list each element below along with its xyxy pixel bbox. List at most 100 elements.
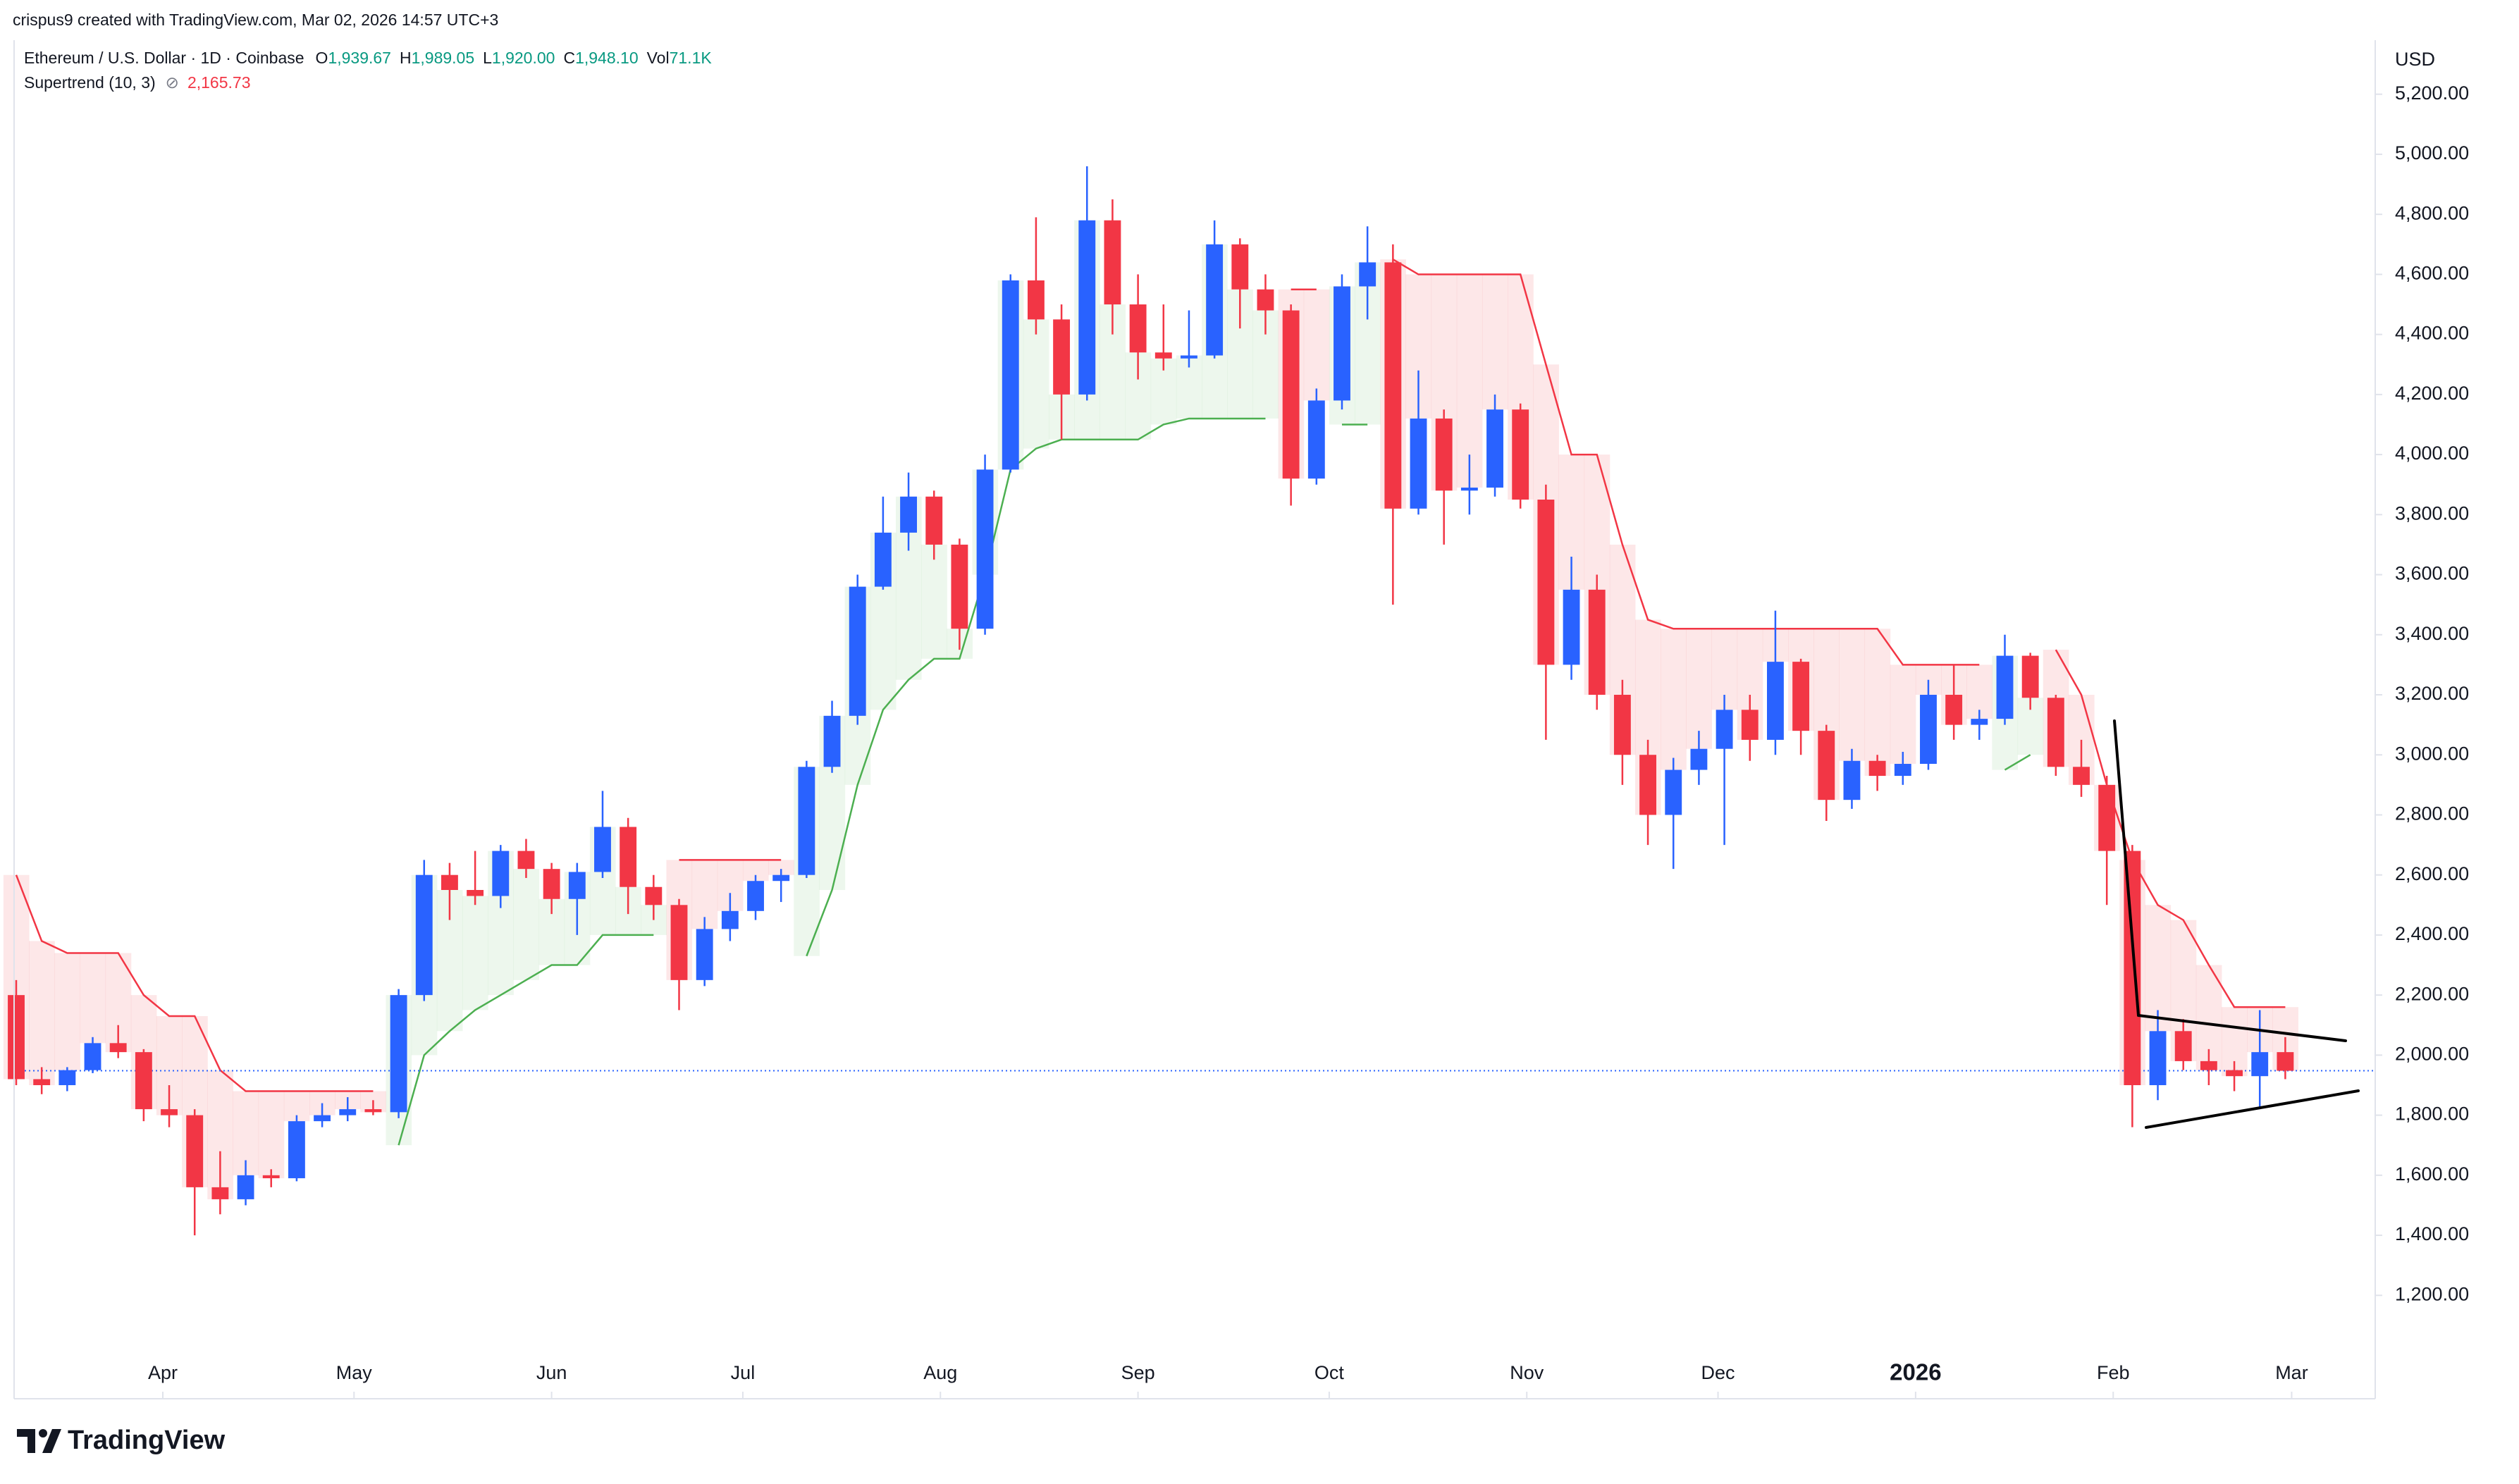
candle-body (976, 469, 994, 629)
candle-body (1334, 286, 1350, 401)
y-tick-label: 2,400.00 (2395, 923, 2469, 944)
candle-body (1181, 355, 1197, 359)
candle-body (135, 1052, 152, 1110)
indicator-name: Supertrend (10, 3) (24, 73, 156, 92)
candle-body (1027, 280, 1045, 320)
candle-body (161, 1109, 178, 1115)
candle-body (2174, 1031, 2192, 1061)
y-tick-label: 3,800.00 (2395, 502, 2469, 524)
candle-body (2149, 1031, 2167, 1085)
candle-body (517, 851, 535, 870)
candle-body (2021, 655, 2039, 698)
ohlc-label: C (563, 49, 575, 67)
supertrend-fill (1839, 629, 1866, 761)
supertrend-fill (29, 941, 55, 1085)
candle-body (1078, 220, 1096, 395)
candle-body (2200, 1061, 2217, 1070)
indicator-value: 2,165.73 (187, 73, 251, 92)
ohlc-value: 71.1K (670, 49, 713, 67)
candle-body (1206, 244, 1224, 356)
attribution: crispus9 created with TradingView.com, M… (13, 11, 498, 29)
logo-mark (17, 1429, 61, 1453)
supertrend-fill (1482, 274, 1508, 410)
candle-body (58, 1070, 76, 1085)
candle-body (645, 886, 663, 905)
candle-body (2277, 1052, 2294, 1071)
ohlc-value: 1,989.05 (412, 49, 475, 67)
plot-layer (3, 166, 2375, 1236)
candle-body (1563, 589, 1580, 665)
supertrend-fill (80, 953, 106, 1044)
candle-body (441, 874, 458, 890)
ohlc-value: 1,920.00 (492, 49, 555, 67)
logo-text: TradingView (68, 1426, 226, 1455)
candle-body (1104, 220, 1121, 305)
drawing-line (2113, 719, 2140, 1017)
candle-body (1129, 304, 1147, 353)
candle-body (1512, 409, 1529, 500)
candle-body (1741, 710, 1759, 740)
supertrend-line (2004, 754, 2031, 771)
candle-body (1231, 244, 1249, 290)
y-tick-label: 4,400.00 (2395, 323, 2469, 344)
indicator-legend: Supertrend (10, 3) ⊘ 2,165.73 (24, 73, 250, 92)
candle-body (339, 1109, 357, 1115)
candle-body (568, 872, 586, 899)
supertrend-fill (462, 896, 488, 1010)
candle-body (1384, 262, 1402, 509)
candle-body (1665, 769, 1682, 815)
candle-body (2226, 1070, 2243, 1077)
y-tick-label: 3,200.00 (2395, 683, 2469, 704)
symbol: Ethereum / U.S. Dollar · 1D · Coinbase (24, 49, 304, 67)
candle-body (288, 1121, 305, 1179)
supertrend-line (398, 934, 654, 1146)
candle-body (670, 905, 688, 980)
y-tick-label: 3,400.00 (2395, 623, 2469, 644)
candle-body (721, 910, 739, 929)
candle-body (798, 767, 815, 875)
candle-body (2251, 1052, 2269, 1077)
x-tick-label: Jun (536, 1362, 567, 1383)
supertrend-line (2055, 649, 2286, 1008)
y-tick-label: 1,200.00 (2395, 1283, 2469, 1304)
y-tick-label: 2,600.00 (2395, 863, 2469, 884)
logo-dot (39, 1429, 47, 1437)
y-tick-label: 4,200.00 (2395, 383, 2469, 404)
supertrend-fill (1864, 629, 1891, 777)
y-tick-label: 4,600.00 (2395, 263, 2469, 284)
y-tick-label: 3,600.00 (2395, 563, 2469, 584)
supertrend-fill (1303, 289, 1330, 401)
candle-body (1868, 760, 1886, 777)
candle-body (1359, 262, 1376, 287)
candle-body (951, 544, 968, 629)
candle-body (1894, 764, 1911, 777)
candle-body (594, 827, 611, 872)
candle-body (1410, 418, 1427, 509)
y-tick-label: 2,200.00 (2395, 983, 2469, 1004)
candle-body (1766, 662, 1784, 740)
x-tick-label: Dec (1701, 1362, 1735, 1383)
candle-body (314, 1115, 331, 1122)
supertrend-fill (1686, 629, 1713, 749)
supertrend-fill (54, 953, 80, 1070)
x-tick-label: Apr (148, 1362, 178, 1383)
candle-body (1792, 662, 1810, 731)
candle-body (1053, 319, 1071, 395)
ohlc-label: Vol (647, 49, 670, 67)
candle-body (543, 869, 560, 899)
candle-body (492, 851, 510, 896)
candle-body (1154, 352, 1172, 359)
candle-body (900, 496, 917, 533)
candle-body (747, 881, 764, 911)
candle-body (1435, 418, 1453, 491)
x-tick-label: 2026 (1890, 1359, 1941, 1385)
candle-body (186, 1115, 204, 1187)
candle-body (1613, 695, 1631, 755)
candle-body (211, 1187, 229, 1199)
x-tick-label: Mar (2275, 1362, 2308, 1383)
candle-body (2073, 767, 2090, 785)
supertrend-fill (258, 1091, 285, 1179)
supertrend-fill (768, 860, 794, 875)
